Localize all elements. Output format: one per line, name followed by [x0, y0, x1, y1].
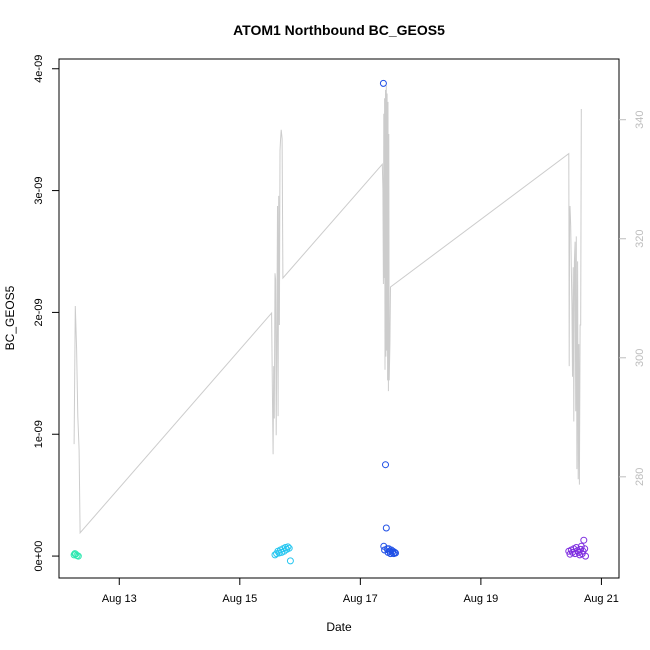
data-point [388, 548, 396, 556]
x-tick-label: Aug 15 [222, 593, 257, 605]
data-point [392, 549, 399, 557]
x-tick-label: Aug 13 [102, 593, 137, 605]
data-point [382, 461, 389, 469]
data-point [391, 548, 399, 556]
y-tick-label: 1e-09 [33, 420, 45, 448]
data-point [379, 79, 387, 87]
y-tick-label: 4e-09 [33, 55, 45, 83]
x-axis-title: Date [326, 620, 352, 634]
data-points-layer [70, 79, 589, 565]
y2-tick-label: 320 [634, 230, 646, 248]
y-axis-left: 0e+00 1e-09 2e-09 3e-09 4e-09 [33, 55, 59, 572]
data-point [582, 552, 589, 560]
y2-tick-label: 280 [634, 468, 646, 486]
data-point [580, 536, 588, 544]
data-point [382, 524, 390, 532]
y-tick-label: 2e-09 [33, 298, 45, 326]
track-line [73, 85, 582, 535]
y2-tick-label: 300 [634, 349, 646, 367]
data-point [284, 543, 292, 551]
y2-tick-label: 340 [634, 111, 646, 129]
x-axis: Aug 13 Aug 15 Aug 17 Aug 19 Aug 21 [102, 578, 619, 605]
data-point [286, 557, 294, 565]
x-tick-label: Aug 21 [584, 593, 619, 605]
data-point [74, 552, 82, 560]
y-tick-label: 3e-09 [33, 177, 45, 205]
chart-title: ATOM1 Northbound BC_GEOS5 [233, 22, 445, 38]
x-tick-label: Aug 19 [463, 593, 498, 605]
data-point [285, 544, 293, 552]
y-axis-right: 280 300 320 340 [619, 111, 646, 486]
data-point [581, 545, 589, 553]
plot-frame [58, 58, 620, 579]
y-axis-title: BC_GEOS5 [3, 285, 17, 350]
track-line-layer [73, 85, 582, 535]
y-tick-label: 0e+00 [33, 541, 45, 572]
x-tick-label: Aug 17 [343, 593, 378, 605]
